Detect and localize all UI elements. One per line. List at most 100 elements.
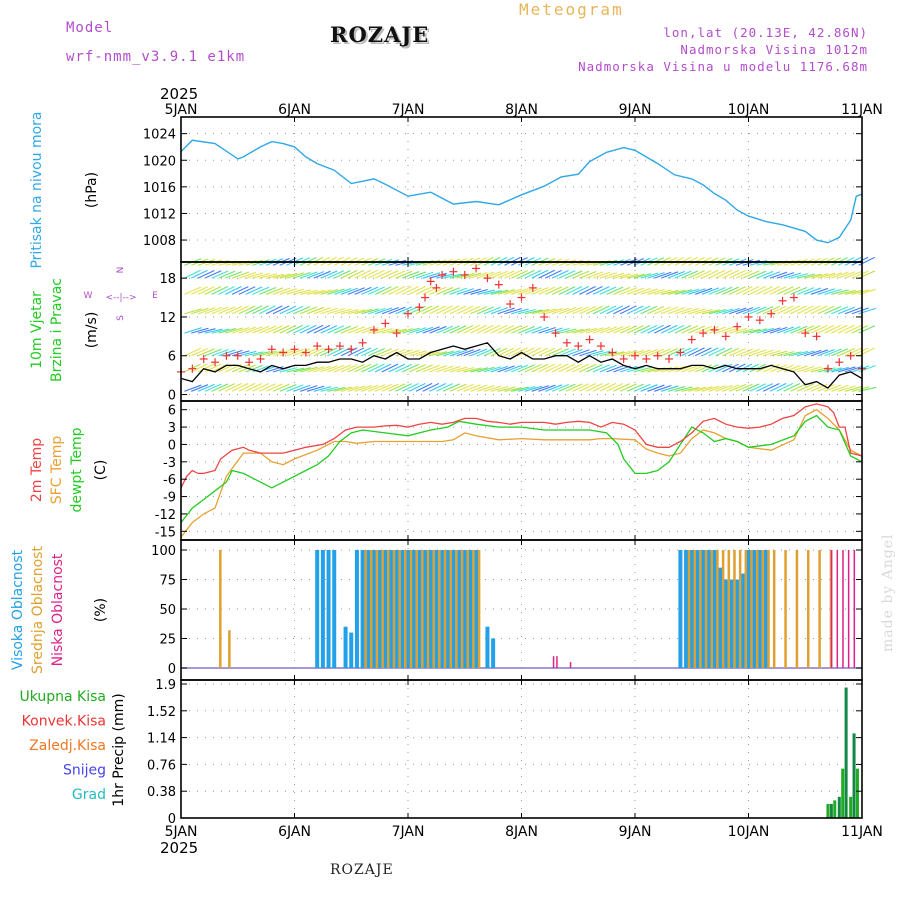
wind-arrow (524, 364, 542, 373)
wind-arrow (797, 305, 814, 315)
wind-arrow (272, 273, 291, 279)
wind-arrow (565, 348, 583, 357)
y-tick-label: 1024 (143, 128, 176, 143)
wind-arrow (797, 350, 815, 357)
wind-arrow (259, 305, 276, 315)
wind-arrow (299, 306, 318, 315)
cloud-bar-1 (767, 550, 770, 668)
wind-arrow (742, 285, 760, 295)
wind-arrow (797, 365, 815, 373)
cloud-bar-1 (472, 550, 475, 668)
wind-arrow (429, 305, 446, 315)
cloud-bar-0 (388, 550, 393, 668)
wind-arrow (490, 365, 509, 373)
wind-arrow (701, 287, 719, 295)
wind-arrow (715, 286, 733, 295)
wind-arrow (476, 324, 494, 334)
wind-arrow (810, 273, 829, 279)
y-tick-label: 0.38 (147, 785, 176, 800)
wind-arrow (531, 347, 549, 357)
cloud-bar-0 (729, 579, 734, 668)
wind-arrow (776, 272, 795, 279)
wind-arrow (463, 288, 481, 295)
wind-arrow (320, 307, 338, 315)
wind-arrow (347, 326, 365, 334)
wind-arrow (817, 324, 835, 334)
wind-arrow (749, 328, 768, 334)
wind-arrow (837, 348, 855, 357)
wind-arrow (238, 286, 256, 295)
wind-arrow (354, 326, 372, 334)
wind-arrow (824, 384, 842, 392)
model-altitude-label: Nadmorska Visina u modelu 1176.68m (578, 59, 868, 74)
wind-arrow (674, 386, 693, 392)
wind-arrow (647, 306, 665, 315)
wind-arrow (715, 384, 733, 392)
wind-arrow (551, 348, 569, 357)
wind-arrow (545, 269, 562, 279)
x-tick-label-bottom: 7JAN (392, 824, 425, 840)
x-tick-label-top: 6JAN (278, 102, 311, 118)
wind-arrow (647, 384, 665, 392)
wind-arrow (735, 270, 753, 279)
wind-arrow (340, 309, 359, 315)
y-tick-label: 0 (168, 812, 176, 827)
wind-arrow (408, 350, 427, 357)
wind-arrow (402, 383, 419, 392)
wind-arrow (320, 270, 338, 279)
cloud-bar-1 (727, 550, 731, 668)
precip-legend-item: Grad (72, 787, 106, 803)
model-name: wrf-nmm_v3.9.1 e1km (66, 49, 246, 65)
cloud-bar-1 (432, 550, 435, 668)
wind-arrow (259, 383, 276, 392)
wind-arrow (184, 269, 201, 279)
wind-arrow (783, 365, 801, 373)
wind-arrow (613, 383, 630, 392)
wind-arrow (225, 383, 242, 392)
wind-arrow (803, 287, 822, 295)
wind-arrow (735, 383, 753, 392)
wind-arrow (449, 349, 468, 357)
cloud-bar-0 (360, 550, 365, 668)
wind-arrow (511, 308, 529, 315)
precip-legend-item: Ukupna Kisa (19, 689, 106, 705)
wind-arrow (354, 308, 373, 315)
wind-arrow (681, 270, 699, 279)
wind-arrow (204, 270, 222, 279)
cloud-bar-1 (455, 550, 458, 668)
wind-arrow (306, 347, 324, 357)
wind-arrow (265, 383, 283, 392)
wind-arrow (626, 325, 644, 334)
cloud-bar-0 (735, 579, 740, 668)
wind-arrow (456, 383, 474, 392)
y-tick-label: 0.76 (147, 758, 176, 773)
wind-arrow (436, 286, 454, 295)
cloud-bar-0 (428, 550, 433, 668)
wind-arrow (470, 272, 488, 279)
wind-arrow (408, 382, 426, 392)
wind-arrow (579, 363, 596, 373)
wind-axis-label-2: Brzina i Pravac (49, 278, 65, 382)
wind-gust-marker (710, 325, 719, 334)
wind-arrow (422, 382, 440, 392)
wind-arrow (334, 325, 352, 334)
wind-arrow (844, 289, 863, 295)
wind-arrow (633, 366, 652, 373)
wind-arrow (551, 307, 570, 315)
wind-arrow (844, 270, 862, 279)
wind-arrow (701, 309, 720, 315)
wind-arrow (633, 324, 651, 334)
wind-arrow (783, 305, 801, 315)
wind-arrow (579, 270, 597, 279)
wind-arrow (633, 383, 651, 392)
wind-arrow (511, 288, 529, 295)
panel-frame-precipitation (180, 679, 863, 819)
wind-arrow (606, 325, 624, 334)
cloud-bar-0 (752, 550, 757, 668)
wind-arrow (524, 347, 542, 357)
wind-arrow (551, 363, 569, 373)
wind-gust-marker (426, 277, 435, 286)
wind-arrow (831, 324, 848, 334)
wind-arrow (511, 347, 528, 357)
